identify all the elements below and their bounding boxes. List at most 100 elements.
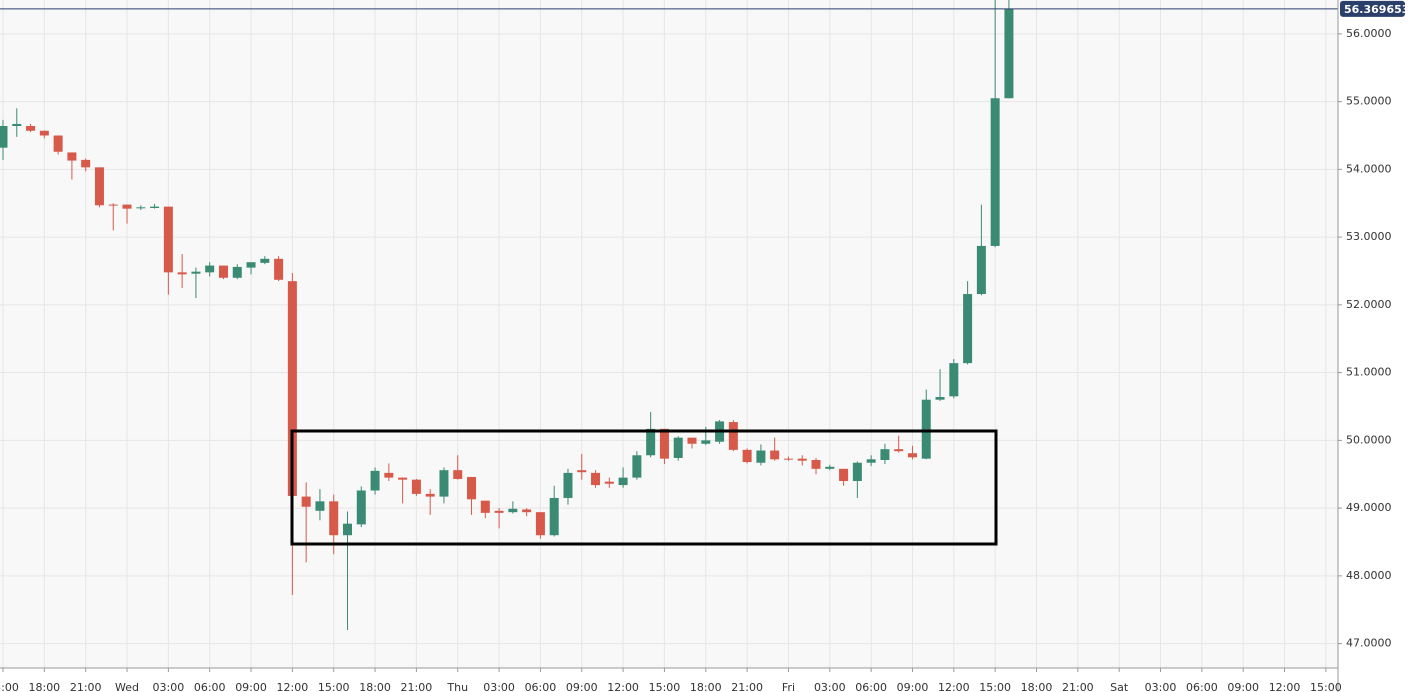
candle-body — [563, 472, 573, 498]
candle-body — [26, 126, 36, 131]
time-axis-bg — [0, 668, 1338, 692]
candle-body — [783, 458, 793, 460]
x-tick-label: 06:00 — [1186, 681, 1218, 692]
x-tick-label: 12:00 — [607, 681, 639, 692]
candle-body — [756, 450, 766, 463]
candle-body — [287, 281, 297, 496]
x-tick-label: 03:00 — [153, 681, 185, 692]
candle-body — [990, 98, 1000, 246]
x-tick-label: 21:00 — [401, 681, 433, 692]
x-tick-label: Wed — [115, 681, 139, 692]
x-tick-label: 09:00 — [566, 681, 598, 692]
last-price-label: 56.369653 — [1344, 3, 1409, 16]
x-tick-label: 03:00 — [814, 681, 846, 692]
candle-body — [591, 472, 601, 486]
candle-body — [453, 470, 463, 479]
candle-body — [659, 428, 669, 459]
x-tick-label: 21:00 — [731, 681, 763, 692]
x-tick-label: 12:00 — [1269, 681, 1301, 692]
y-tick-label: 48.0000 — [1346, 569, 1392, 582]
x-tick-label: 06:00 — [855, 681, 887, 692]
x-tick-label: 03:00 — [1145, 681, 1177, 692]
candle-body — [260, 258, 270, 263]
candle-body — [522, 509, 532, 513]
y-tick-label: 56.0000 — [1346, 27, 1392, 40]
candle-body — [866, 459, 876, 463]
candle-body — [701, 440, 711, 444]
candle-body — [398, 477, 408, 480]
candle-body — [852, 462, 862, 482]
candle-body — [136, 207, 146, 209]
annotation-box — [290, 429, 998, 546]
y-tick-label: 51.0000 — [1346, 366, 1392, 379]
candle-body — [894, 449, 904, 452]
y-tick-label: 54.0000 — [1346, 162, 1392, 175]
last-price-tag — [1340, 0, 1405, 17]
candle-body — [549, 497, 559, 536]
candle-body — [494, 510, 504, 513]
grid — [0, 0, 1338, 668]
candle-body — [232, 266, 242, 278]
candle-body — [742, 449, 752, 463]
x-tick-label: 12:00 — [277, 681, 309, 692]
candle-body — [632, 455, 642, 478]
candle-body — [108, 204, 118, 206]
price-axis-bg — [1338, 0, 1425, 692]
y-tick-label: 53.0000 — [1346, 230, 1392, 243]
candle-body — [425, 493, 435, 497]
y-tick-label: 55.0000 — [1346, 95, 1392, 108]
x-tick-label: 15:00 — [0, 681, 19, 692]
candle-body — [177, 272, 187, 275]
x-tick-label: 15:00 — [1310, 681, 1342, 692]
x-tick-label: 06:00 — [194, 681, 226, 692]
candle-body — [343, 523, 352, 536]
candle-body — [646, 428, 656, 456]
x-tick-label: 15:00 — [979, 681, 1011, 692]
x-tick-label: 06:00 — [525, 681, 557, 692]
x-tick-label: 21:00 — [70, 681, 102, 692]
candle-body — [315, 501, 325, 511]
candle-body — [274, 258, 284, 280]
candle-body — [94, 167, 104, 206]
candle-body — [907, 453, 917, 458]
x-tick-label: 21:00 — [1062, 681, 1094, 692]
candle-body — [411, 479, 421, 494]
candle-body — [301, 496, 311, 507]
candle-body — [163, 206, 173, 273]
candle-body — [329, 501, 339, 536]
candle-body — [356, 490, 366, 525]
candle-body — [770, 450, 780, 460]
candle-body — [508, 508, 518, 513]
candle-body — [949, 363, 959, 397]
candle-body — [673, 437, 683, 458]
candle-body — [1004, 8, 1014, 99]
candle-body — [618, 477, 628, 486]
candle-body — [122, 204, 132, 209]
x-tick-label: Sat — [1110, 681, 1129, 692]
candle-body — [728, 422, 738, 450]
x-tick-label: 09:00 — [235, 681, 267, 692]
x-tick-label: 18:00 — [28, 681, 60, 692]
candle-body — [577, 470, 587, 473]
candle-body — [921, 399, 931, 459]
candle-body — [687, 437, 697, 444]
candle-body — [39, 130, 49, 136]
candle-body — [963, 294, 973, 364]
x-tick-label: 18:00 — [359, 681, 391, 692]
candle-body — [370, 470, 380, 491]
candle-body — [0, 126, 8, 148]
candle-body — [976, 245, 986, 295]
candle-body — [604, 481, 614, 484]
candle-body — [150, 206, 160, 208]
candle-body — [880, 449, 890, 461]
x-tick-label: 18:00 — [690, 681, 722, 692]
x-tick-label: Fri — [782, 681, 795, 692]
candle-body — [467, 476, 477, 500]
x-tick-label: 09:00 — [1227, 681, 1259, 692]
candle-body — [218, 265, 228, 278]
x-tick-label: Thu — [446, 681, 468, 692]
